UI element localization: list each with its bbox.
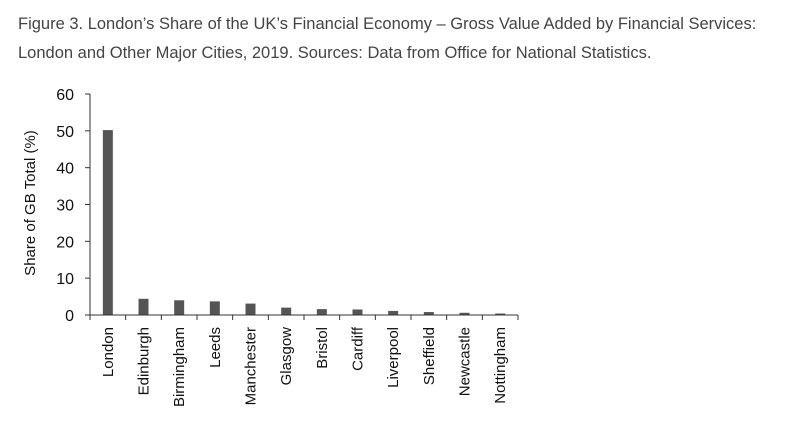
- bar-newcastle: [459, 312, 470, 315]
- bar-liverpool: [388, 310, 399, 315]
- bar-edinburgh: [138, 298, 149, 315]
- bar-london: [102, 130, 113, 315]
- bar-sheffield: [423, 312, 434, 315]
- x-tick-label-sheffield: Sheffield: [421, 327, 438, 385]
- x-tick-label-manchester: Manchester: [243, 327, 260, 405]
- bar-glasgow: [281, 307, 292, 315]
- x-tick-label-london: London: [100, 327, 117, 377]
- x-tick-label-nottingham: Nottingham: [492, 327, 509, 404]
- y-tick-label: 10: [56, 271, 74, 288]
- y-axis-label: Share of GB Total (%): [22, 130, 39, 276]
- y-tick-label: 40: [56, 161, 74, 178]
- y-tick-label: 0: [65, 308, 74, 325]
- y-axis: 0 10 20 30 40 50 60: [56, 87, 91, 325]
- figure-caption: Figure 3. London’s Share of the UK’s Fin…: [18, 15, 757, 62]
- x-tick-label-glasgow: Glasgow: [278, 327, 295, 386]
- x-tick-label-liverpool: Liverpool: [385, 327, 402, 388]
- x-tick-label-birmingham: Birmingham: [171, 327, 188, 407]
- bar-leeds: [209, 301, 220, 315]
- y-tick-label: 30: [56, 198, 74, 215]
- bar-manchester: [245, 303, 256, 315]
- y-tick-label: 60: [56, 87, 74, 104]
- y-tick-label: 50: [56, 124, 74, 141]
- x-tick-label-newcastle: Newcastle: [457, 327, 474, 396]
- x-tick-label-edinburgh: Edinburgh: [136, 327, 153, 395]
- bars: [102, 130, 506, 315]
- x-axis: London Edinburgh Birmingham Leeds Manchester…: [89, 314, 519, 407]
- bar-bristol: [316, 309, 327, 315]
- x-tick-label-bristol: Bristol: [314, 327, 331, 369]
- bar-nottingham: [495, 313, 506, 315]
- x-tick-label-cardiff: Cardiff: [350, 326, 367, 371]
- bar-cardiff: [352, 309, 363, 315]
- bar-birmingham: [174, 300, 185, 315]
- y-tick-label: 20: [56, 234, 74, 251]
- x-tick-label-leeds: Leeds: [207, 327, 224, 368]
